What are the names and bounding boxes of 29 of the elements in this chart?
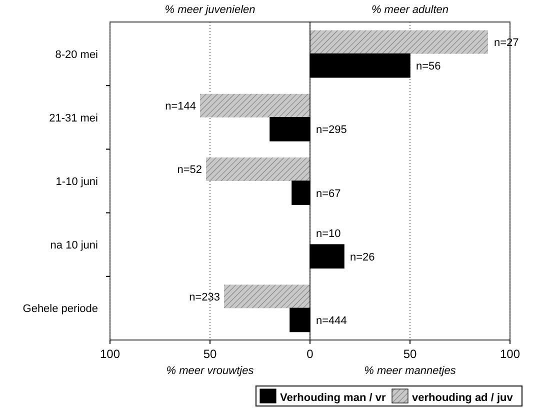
- y-tick-label: na 10 juni: [50, 240, 98, 252]
- annotation: n=10: [316, 228, 341, 240]
- text: % meer mannetjes: [364, 365, 456, 377]
- x-tick-label: 100: [100, 347, 120, 361]
- annotation: n=295: [316, 124, 347, 136]
- annotation: n=56: [416, 60, 441, 73]
- text: % meer vrouwtjes: [166, 365, 254, 377]
- x-tick-label: 100: [500, 347, 520, 361]
- bar: [310, 30, 488, 54]
- annotation: n=67: [316, 188, 341, 200]
- bar: [206, 157, 310, 181]
- annotation: n=26: [350, 251, 375, 264]
- x-tick-label: 50: [203, 347, 217, 361]
- legend-label: Verhouding man / vr: [280, 392, 386, 404]
- text: % meer juvenielen: [164, 4, 256, 16]
- bar: [200, 94, 310, 118]
- y-tick-label: Gehele periode: [22, 303, 98, 316]
- y-tick-label: 1-10 juni: [56, 176, 98, 188]
- legend-label: verhouding ad / juv: [412, 392, 514, 404]
- annotation: n=233: [189, 291, 220, 304]
- annotation: n=144: [165, 100, 196, 113]
- x-tick-label: 50: [403, 347, 417, 361]
- x-tick-label: 0: [306, 347, 314, 361]
- y-tick-label: 8-20 mei: [55, 48, 98, 61]
- text: % meer adulten: [371, 4, 449, 16]
- y-tick-label: 21-31 mei: [49, 112, 98, 124]
- annotation: n=444: [316, 314, 347, 327]
- annotation: n=52: [177, 164, 202, 176]
- bar: [224, 284, 310, 308]
